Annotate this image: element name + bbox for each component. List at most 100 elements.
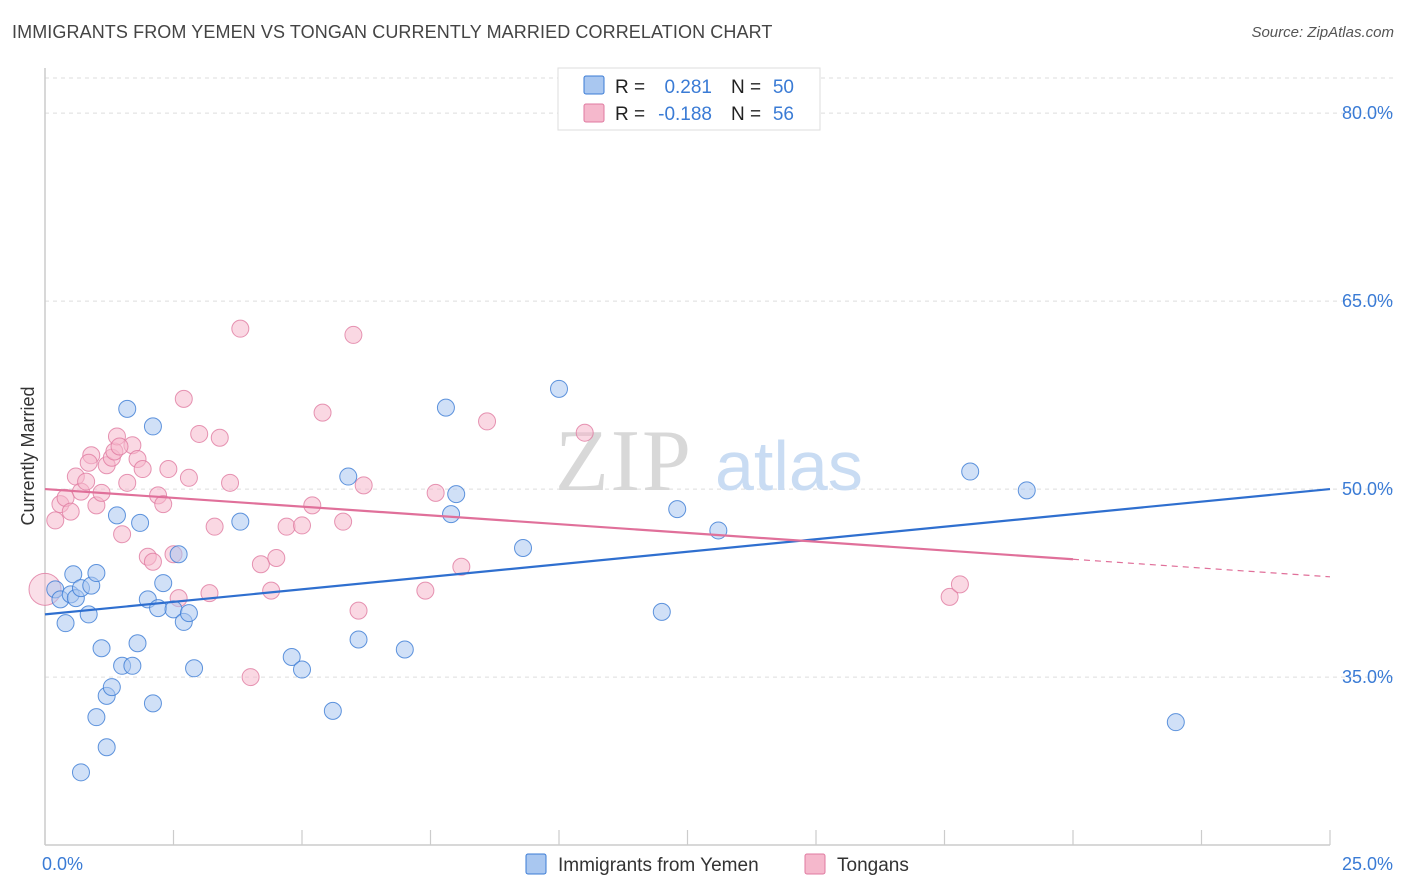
yemen-point xyxy=(282,648,301,667)
y-tick-label: 80.0% xyxy=(1342,103,1393,123)
chart-title: IMMIGRANTS FROM YEMEN VS TONGAN CURRENTL… xyxy=(12,22,773,42)
tongans-trend-extension xyxy=(1072,558,1331,578)
yemen-point xyxy=(514,538,533,557)
tongans-point xyxy=(426,483,445,502)
tongans-point xyxy=(179,468,198,487)
y-tick-label: 35.0% xyxy=(1342,667,1393,687)
tongans-point xyxy=(575,423,594,442)
tongans-point xyxy=(478,412,497,431)
x-tick-label-max: 25.0% xyxy=(1342,854,1393,874)
yemen-point xyxy=(87,564,106,583)
tongans-point xyxy=(277,517,296,536)
legend-r-label-2: R = xyxy=(615,104,645,125)
y-tick-label: 50.0% xyxy=(1342,479,1393,499)
series-legend-label-yemen[interactable]: Immigrants from Yemen xyxy=(558,855,759,876)
yemen-point xyxy=(293,660,311,679)
tongans-point xyxy=(267,549,286,568)
tongans-point xyxy=(210,428,229,447)
yemen-point xyxy=(436,398,455,417)
tongans-point xyxy=(416,581,435,600)
yemen-point xyxy=(231,512,250,531)
tongans-point xyxy=(79,453,98,472)
tongans-trend-line xyxy=(44,487,1074,561)
yemen-point xyxy=(123,656,142,675)
y-tick-label: 65.0% xyxy=(1342,291,1393,311)
legend-r-label-1: R = xyxy=(615,77,645,98)
watermark: ZIP atlas xyxy=(555,413,863,510)
grid-lines xyxy=(45,77,1393,678)
yemen-point xyxy=(143,417,162,436)
series-legend-label-tongans[interactable]: Tongans xyxy=(837,855,909,876)
tongans-points xyxy=(28,319,969,687)
tongans-point xyxy=(344,325,363,344)
tongans-point xyxy=(354,476,373,495)
trend-lines xyxy=(44,487,1331,616)
yemen-point xyxy=(79,605,98,624)
yemen-point xyxy=(1166,713,1185,732)
tongans-point xyxy=(251,555,270,574)
tongans-point xyxy=(221,473,240,492)
yemen-point xyxy=(87,708,106,727)
yemen-point xyxy=(323,701,342,720)
tongans-point xyxy=(154,495,173,514)
tongans-point xyxy=(113,525,132,544)
source-label: Source: ZipAtlas.com xyxy=(1251,24,1394,41)
yemen-point xyxy=(92,639,111,658)
tongans-point xyxy=(349,601,368,620)
yemen-point xyxy=(179,604,198,623)
yemen-point xyxy=(97,738,116,757)
yemen-point xyxy=(64,565,83,584)
tongans-point xyxy=(190,424,209,443)
legend-swatch-yemen xyxy=(583,75,605,95)
series-legend-swatch-tongans[interactable] xyxy=(804,853,826,875)
tongans-point xyxy=(143,552,162,571)
y-axis-label: Currently Married xyxy=(18,386,38,525)
yemen-trend-line xyxy=(44,487,1331,616)
yemen-point xyxy=(107,506,126,525)
x-tick-label-min: 0.0% xyxy=(42,854,83,874)
legend-n-value-2: 56 xyxy=(773,104,794,125)
watermark-atlas: atlas xyxy=(715,427,863,505)
yemen-point xyxy=(169,545,188,564)
legend-n-value-1: 50 xyxy=(773,77,794,98)
y-tick-labels: 35.0% 50.0% 65.0% 80.0% xyxy=(1342,103,1393,687)
legend-r-value-1: 0.281 xyxy=(664,77,712,98)
tongans-point xyxy=(313,403,332,422)
tongans-point xyxy=(174,389,193,408)
tongans-point xyxy=(241,668,260,687)
tongans-point xyxy=(334,512,353,531)
yemen-point xyxy=(128,634,147,653)
tongans-point xyxy=(452,557,471,576)
tongans-point xyxy=(293,516,311,535)
yemen-point xyxy=(652,602,671,621)
yemen-point xyxy=(118,399,137,418)
tongans-point xyxy=(950,575,969,594)
tongans-point xyxy=(262,581,281,600)
tongans-point xyxy=(303,496,322,515)
stats-legend: R = 0.281 N = 50 R = -0.188 N = 56 xyxy=(557,67,821,131)
series-legend-swatch-yemen[interactable] xyxy=(525,853,547,875)
tongans-point xyxy=(118,473,137,492)
yemen-point xyxy=(71,763,90,782)
yemen-point xyxy=(339,467,358,486)
tongans-point xyxy=(205,517,224,536)
tongans-point xyxy=(231,319,250,338)
yemen-point xyxy=(1017,481,1036,500)
tongans-point xyxy=(940,587,959,606)
tongans-point xyxy=(77,472,96,491)
yemen-point xyxy=(349,630,368,649)
series-legend: Immigrants from Yemen Tongans xyxy=(525,853,909,876)
tongans-point xyxy=(61,502,80,521)
yemen-point xyxy=(102,678,121,697)
yemen-point xyxy=(668,500,687,519)
yemen-point xyxy=(56,614,75,633)
x-tick-marks xyxy=(44,830,1331,845)
tongans-point xyxy=(159,460,178,479)
tongans-point xyxy=(110,437,129,456)
legend-r-value-2: -0.188 xyxy=(658,104,712,125)
yemen-point xyxy=(550,379,568,398)
yemen-point xyxy=(447,485,466,504)
yemen-point xyxy=(154,574,173,593)
yemen-point xyxy=(442,505,461,524)
